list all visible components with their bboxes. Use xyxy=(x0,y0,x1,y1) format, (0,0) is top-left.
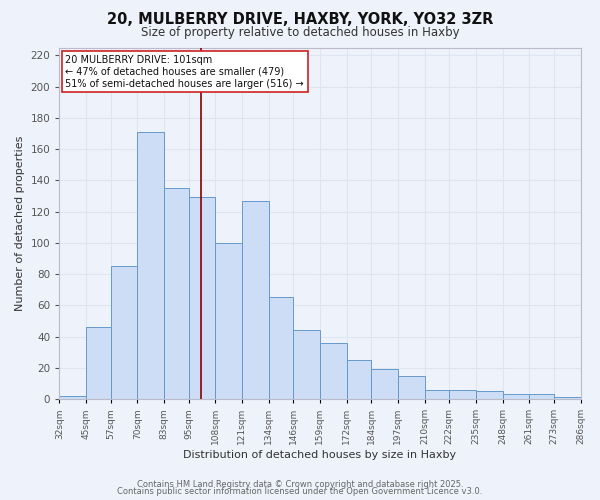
Bar xyxy=(59,396,86,399)
Bar xyxy=(293,330,320,399)
Bar xyxy=(269,298,293,399)
Bar xyxy=(398,376,425,399)
Bar xyxy=(164,188,188,399)
Bar xyxy=(320,343,347,399)
Text: Contains public sector information licensed under the Open Government Licence v3: Contains public sector information licen… xyxy=(118,487,482,496)
Text: 20 MULBERRY DRIVE: 101sqm
← 47% of detached houses are smaller (479)
51% of semi: 20 MULBERRY DRIVE: 101sqm ← 47% of detac… xyxy=(65,56,304,88)
Bar xyxy=(476,391,503,399)
Bar xyxy=(371,370,398,399)
Bar xyxy=(242,200,269,399)
Bar xyxy=(449,390,476,399)
Bar xyxy=(215,243,242,399)
Bar xyxy=(529,394,554,399)
Bar xyxy=(425,390,449,399)
Y-axis label: Number of detached properties: Number of detached properties xyxy=(15,136,25,311)
Bar xyxy=(503,394,529,399)
Bar xyxy=(347,360,371,399)
X-axis label: Distribution of detached houses by size in Haxby: Distribution of detached houses by size … xyxy=(184,450,457,460)
Text: Size of property relative to detached houses in Haxby: Size of property relative to detached ho… xyxy=(140,26,460,39)
Bar xyxy=(188,198,215,399)
Bar xyxy=(110,266,137,399)
Bar xyxy=(137,132,164,399)
Bar xyxy=(86,327,110,399)
Bar xyxy=(554,398,581,399)
Text: 20, MULBERRY DRIVE, HAXBY, YORK, YO32 3ZR: 20, MULBERRY DRIVE, HAXBY, YORK, YO32 3Z… xyxy=(107,12,493,28)
Text: Contains HM Land Registry data © Crown copyright and database right 2025.: Contains HM Land Registry data © Crown c… xyxy=(137,480,463,489)
